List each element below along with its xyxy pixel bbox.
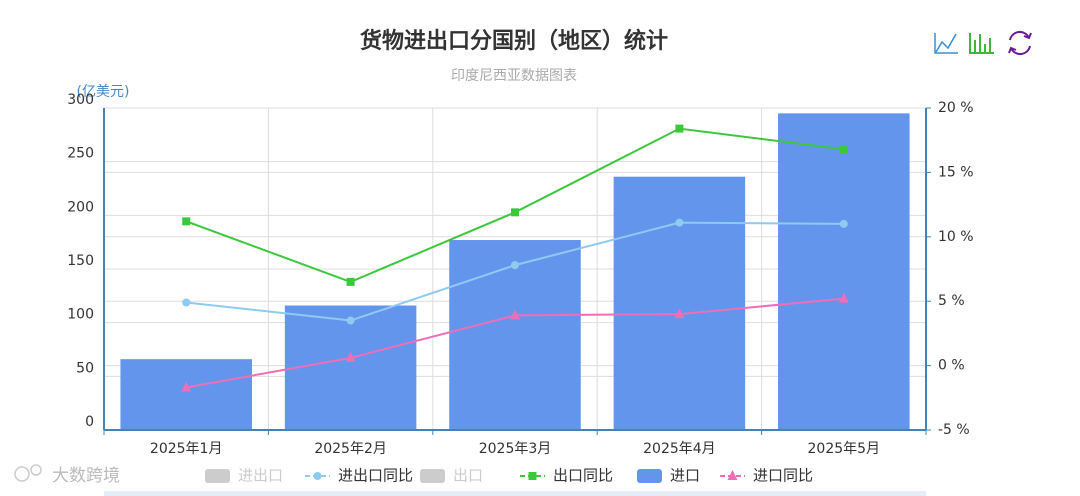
point (838, 292, 849, 303)
y2-tick-label: 10 % (938, 229, 974, 245)
point (674, 308, 685, 319)
y2-tick-label: -5 % (938, 422, 970, 438)
watermark: 大数跨境 (52, 466, 120, 486)
y-tick-label: 50 (76, 360, 94, 376)
y-tick-label: 150 (67, 253, 94, 269)
y-axis-label: (亿美元) (77, 84, 130, 100)
legend-label[interactable]: 进口同比 (753, 467, 813, 485)
legend-icon (420, 469, 445, 483)
watermark-logo (14, 464, 42, 482)
point (675, 124, 684, 133)
point (839, 219, 848, 228)
x-tick-label: 2025年2月 (314, 441, 387, 457)
chart-title: 货物进出口分国别（地区）统计 (360, 28, 668, 54)
x-tick-label: 2025年3月 (479, 441, 552, 457)
point (345, 351, 356, 362)
bar (120, 359, 252, 430)
legend-marker (528, 472, 537, 480)
legend-label[interactable]: 出口同比 (553, 467, 613, 485)
point (346, 277, 355, 286)
point (346, 316, 355, 325)
legend-label[interactable]: 进出口同比 (338, 467, 413, 485)
legend-label[interactable]: 进出口 (238, 467, 283, 485)
legend-marker (313, 472, 322, 480)
point (511, 261, 519, 270)
y-tick-label: 300 (67, 92, 94, 108)
y2-tick-label: 0 % (938, 358, 965, 374)
point (181, 381, 192, 392)
y2-tick-label: 20 % (938, 100, 974, 116)
toolbox-bar[interactable] (969, 33, 994, 54)
legend-icon (637, 469, 662, 483)
point (510, 309, 520, 320)
y2-tick-label: 5 % (938, 293, 965, 309)
legend-marker (727, 470, 738, 480)
bar (778, 113, 910, 430)
toolbox-restore[interactable] (1008, 30, 1032, 56)
point (182, 217, 191, 226)
y-tick-label: 200 (67, 199, 94, 215)
bar (284, 305, 417, 430)
legend-icon (205, 469, 230, 483)
point (511, 208, 519, 217)
chart-subtitle: 印度尼西亚数据图表 (451, 68, 577, 84)
toolbox-line[interactable] (934, 33, 958, 54)
point (182, 298, 191, 307)
bar (449, 240, 581, 430)
x-tick-label: 2025年5月 (808, 441, 881, 457)
point (675, 218, 684, 227)
y-tick-label: 0 (85, 414, 94, 430)
legend-label[interactable]: 出口 (453, 467, 483, 485)
point (839, 145, 848, 154)
bar (613, 176, 746, 430)
x-tick-label: 2025年1月 (150, 441, 223, 457)
data-zoom[interactable] (104, 491, 926, 496)
y-tick-label: 100 (67, 307, 94, 323)
y2-tick-label: 15 % (938, 164, 974, 180)
y-tick-label: 250 (67, 146, 94, 162)
legend-label[interactable]: 进口 (670, 467, 700, 485)
x-tick-label: 2025年4月 (643, 441, 716, 457)
